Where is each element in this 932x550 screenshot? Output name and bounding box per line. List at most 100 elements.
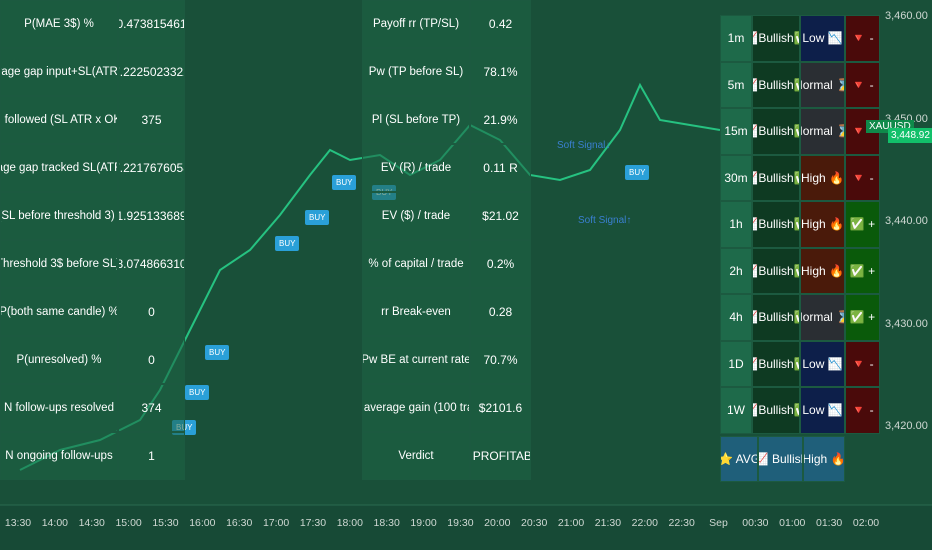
price-tick-label: 3,420.00 (885, 420, 928, 432)
timeframe: 15m (720, 108, 752, 155)
soft-signal: Soft Signal↑ (578, 215, 632, 226)
signal: 🔻 - (845, 387, 880, 434)
signal: ✅ + (845, 201, 880, 248)
signal: ✅ + (845, 294, 880, 341)
time-tick-label: 19:30 (447, 517, 474, 529)
time-tick-label: 15:30 (152, 517, 179, 529)
buy-marker: BUY (305, 210, 330, 225)
table-value: 70.7% (470, 336, 531, 384)
time-tick-label: 17:30 (299, 517, 327, 529)
buy-marker: BUY (185, 385, 210, 400)
table-label: Average gap tracked SL(ATR x) $ (0, 144, 118, 192)
volatility: Normal ⌛ (800, 294, 845, 341)
table-label: P(unresolved) % (0, 336, 118, 384)
table-label: EV (R) / trade (362, 144, 470, 192)
table-label: Pl (SL before TP) (362, 96, 470, 144)
time-tick-label: 16:30 (226, 517, 253, 529)
table-value: $2101.6 (470, 384, 531, 432)
time-tick-label: 18:00 (336, 517, 363, 529)
table-label: N follow-ups resolved (0, 384, 118, 432)
volatility: Low 📉 (800, 15, 845, 62)
timeframe: 1h (720, 201, 752, 248)
time-tick-label: 22:00 (631, 517, 658, 529)
volatility: Normal ⌛ (800, 108, 845, 155)
signal: 🔻 - (845, 15, 880, 62)
time-tick-label: 02:00 (852, 517, 880, 529)
time-tick-label: 22:30 (668, 517, 695, 529)
buy-marker: BUY (205, 345, 230, 360)
table-label: rr Break-even (362, 288, 470, 336)
time-tick-label: 21:30 (594, 517, 622, 529)
table-label: Verdict (362, 432, 470, 480)
soft-signal: Soft Signal↓ (557, 140, 611, 151)
table-label: Pw BE at current rate (362, 336, 470, 384)
table-value: 21.9251336898 (118, 192, 185, 240)
table-label: P(both same candle) % (0, 288, 118, 336)
timeframe: 30m (720, 154, 752, 201)
time-tick-label: 01:30 (815, 517, 843, 529)
table-label: N followed (SL ATR x OK) (0, 96, 118, 144)
table-label: P(SL before threshold 3) % (0, 192, 118, 240)
avg-trend: 📈 Bullish (758, 435, 803, 482)
table-value: 374 (118, 384, 185, 432)
time-tick-label: 13:30 (4, 517, 32, 529)
table-value: 10.4738154613 (118, 0, 185, 48)
table-value: 0.11 R (470, 144, 531, 192)
time-tick-label: 19:00 (410, 517, 437, 529)
table-value: 7.2217676058 (118, 144, 185, 192)
timeframe: 2h (720, 247, 752, 294)
price-tick-label: 3,460.00 (885, 10, 928, 22)
time-tick-label: 01:00 (779, 517, 806, 529)
table-label: Pw (TP before SL) (362, 48, 470, 96)
signal: 🔻 - (845, 340, 880, 387)
trend: 📈Bullish✅ (752, 294, 800, 341)
time-tick-label: Sep (709, 517, 728, 529)
table-value: 0.28 (470, 288, 531, 336)
table-label: % of capital / trade (362, 240, 470, 288)
time-tick-label: 20:00 (484, 517, 511, 529)
table-label: EV ($) / trade (362, 192, 470, 240)
trend: 📈Bullish✅ (752, 15, 800, 62)
signal: 🔻 - (845, 61, 880, 108)
buy-marker: BUY (625, 165, 650, 180)
buy-marker: BUY (332, 175, 357, 190)
table-value: 0.42 (470, 0, 531, 48)
table-label: Total average gain (100 trades) (362, 384, 470, 432)
time-tick-label: 14:00 (41, 517, 68, 529)
trend: 📈Bullish✅ (752, 340, 800, 387)
avg-label: ⭐ AVG (720, 435, 758, 482)
avg-volatility: High 🔥 (803, 435, 845, 482)
table-value: $21.02 (470, 192, 531, 240)
table-label: P(Threshold 3$ before SL) % (0, 240, 118, 288)
table-value: 78.0748663102 (118, 240, 185, 288)
volatility: High 🔥 (800, 201, 845, 248)
signal: 🔻 - (845, 154, 880, 201)
table-value: 7.2225023322 (118, 48, 185, 96)
trend: 📈Bullish✅ (752, 247, 800, 294)
volatility: Low 📉 (800, 387, 845, 434)
table-value: 0 (118, 336, 185, 384)
trend: 📈Bullish✅ (752, 61, 800, 108)
signal: ✅ + (845, 247, 880, 294)
time-tick-label: 16:00 (189, 517, 216, 529)
buy-marker: BUY (275, 236, 300, 251)
volatility: High 🔥 (800, 247, 845, 294)
time-tick-label: 21:00 (557, 517, 585, 529)
volatility: Low 📉 (800, 340, 845, 387)
timeframe: 4h (720, 294, 752, 341)
table-label: Average gap input+SL(ATR x) $ (0, 48, 118, 96)
trend: 📈Bullish✅ (752, 154, 800, 201)
table-value: 375 (118, 96, 185, 144)
table-label: P(MAE 3$) % (0, 0, 118, 48)
volatility: High 🔥 (800, 154, 845, 201)
table-value: 21.9% (470, 96, 531, 144)
table-value: 1 (118, 432, 185, 480)
volatility: Normal ⌛ (800, 61, 845, 108)
current-price: 3,448.92 (888, 128, 932, 143)
table-value: 78.1% (470, 48, 531, 96)
trend: 📈Bullish✅ (752, 108, 800, 155)
table-value: 0.2% (470, 240, 531, 288)
timeframe: 1W (720, 387, 752, 434)
table-label: Payoff rr (TP/SL) (362, 0, 470, 48)
